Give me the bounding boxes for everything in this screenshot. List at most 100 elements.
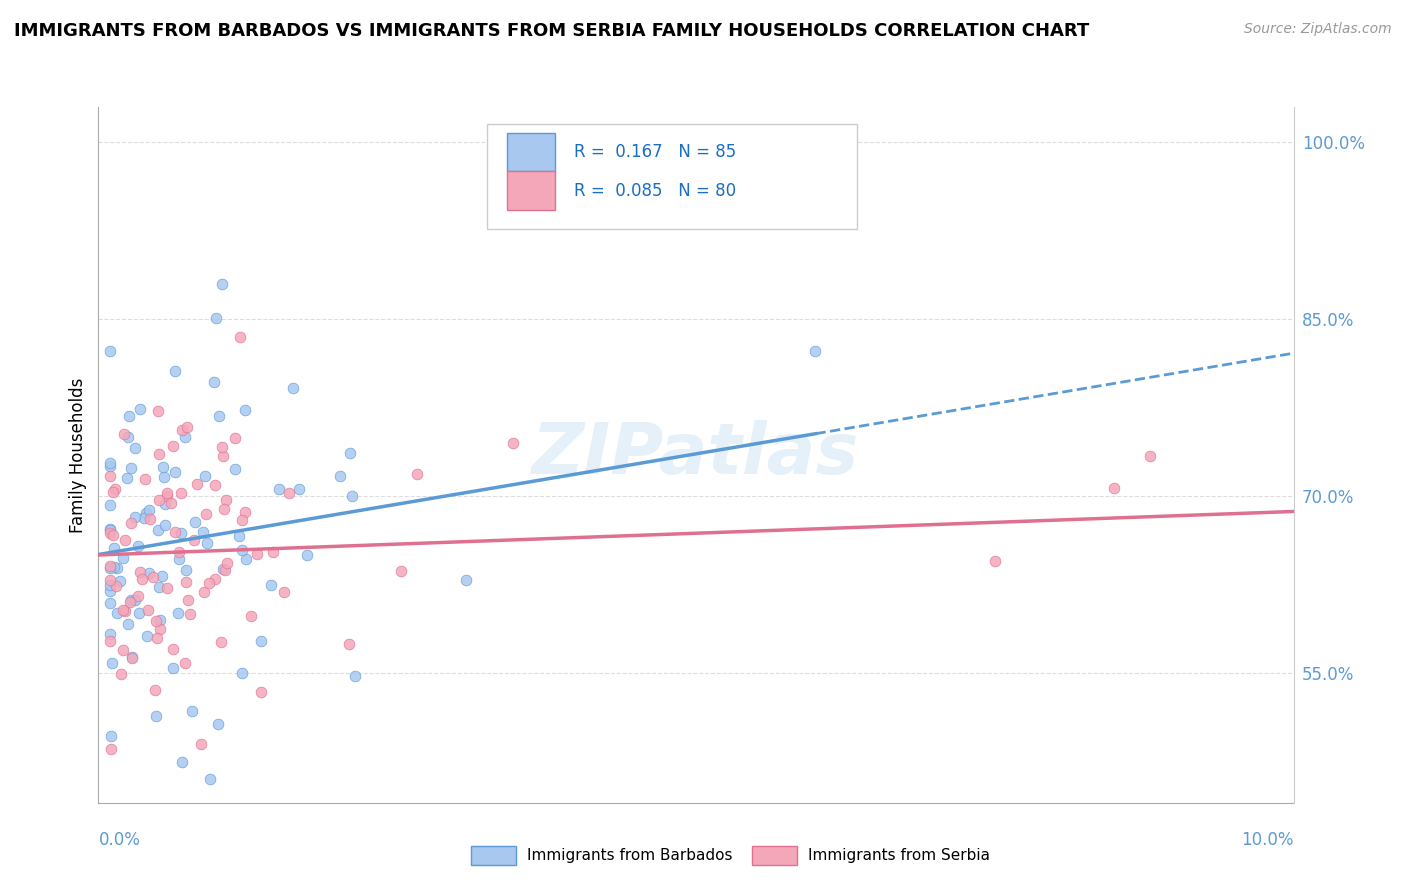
Point (163, 364, 186, 378)
Point (111, 643, 134, 657)
Point (156, 581, 179, 595)
Point (98, 456, 122, 470)
Text: 10.0%: 10.0% (1241, 830, 1294, 848)
Point (240, 609, 263, 624)
Point (128, 606, 150, 620)
Point (111, 551, 134, 566)
Point (267, 483, 290, 497)
Point (231, 542, 253, 557)
Point (194, 469, 217, 483)
Point (135, 506, 157, 520)
Point (207, 717, 229, 731)
Point (228, 529, 250, 543)
Point (211, 634, 233, 648)
Point (190, 737, 212, 751)
Point (98, 526, 122, 541)
Point (129, 402, 152, 417)
Point (181, 704, 204, 718)
Point (165, 465, 187, 479)
Point (114, 604, 136, 618)
Point (193, 585, 215, 599)
Point (121, 650, 143, 665)
Point (283, 381, 305, 395)
Point (148, 404, 170, 418)
Point (134, 472, 156, 486)
Point (343, 669, 366, 683)
Point (186, 476, 208, 491)
Point (121, 650, 143, 665)
Point (173, 430, 195, 444)
Point (120, 516, 142, 530)
Point (287, 482, 309, 496)
Point (273, 584, 295, 599)
Point (98, 633, 122, 648)
Bar (508, 133, 555, 171)
Point (198, 576, 221, 591)
Point (148, 492, 170, 507)
Point (103, 541, 125, 556)
Point (124, 509, 146, 524)
Point (235, 552, 257, 566)
Point (176, 563, 198, 577)
Point (105, 561, 128, 575)
Point (98, 584, 122, 599)
Point (98, 578, 122, 592)
Point (153, 518, 176, 533)
Point (136, 603, 159, 617)
Point (231, 512, 253, 526)
Point (98, 573, 122, 587)
Point (211, 277, 233, 291)
Point (193, 524, 215, 539)
Point (205, 311, 228, 326)
Point (112, 603, 135, 617)
Point (259, 577, 281, 591)
Point (217, 557, 239, 571)
Point (132, 511, 155, 525)
Point (212, 449, 235, 463)
Point (100, 741, 122, 756)
Point (98, 561, 122, 575)
Point (98, 498, 122, 512)
Point (172, 755, 194, 769)
Point (215, 493, 238, 508)
Point (211, 440, 233, 454)
Point (405, 467, 427, 482)
Point (110, 666, 132, 681)
Point (194, 507, 217, 521)
Point (177, 593, 200, 607)
Point (149, 614, 172, 628)
Point (160, 496, 183, 510)
Point (156, 489, 179, 503)
Point (153, 469, 176, 483)
Point (120, 593, 142, 607)
Point (152, 568, 174, 582)
Text: R =  0.085   N = 80: R = 0.085 N = 80 (574, 182, 737, 200)
Point (984, 554, 1007, 568)
Point (104, 483, 127, 497)
Point (101, 528, 124, 542)
Point (148, 523, 170, 537)
Point (127, 539, 149, 553)
Point (98, 469, 122, 483)
Point (131, 572, 153, 586)
Point (98, 558, 122, 573)
Point (101, 484, 124, 499)
Point (262, 544, 284, 558)
Point (118, 409, 141, 424)
Y-axis label: Family Households: Family Households (69, 377, 87, 533)
Point (124, 592, 146, 607)
Point (214, 563, 236, 577)
Point (145, 614, 167, 628)
Point (170, 525, 193, 540)
Point (139, 511, 162, 525)
Point (1139, 450, 1161, 464)
Point (136, 629, 159, 643)
Point (112, 427, 135, 442)
Point (114, 533, 136, 548)
Point (143, 682, 166, 697)
Point (145, 709, 167, 723)
Point (208, 409, 231, 424)
Point (100, 730, 122, 744)
Point (162, 660, 184, 674)
Point (170, 486, 193, 500)
